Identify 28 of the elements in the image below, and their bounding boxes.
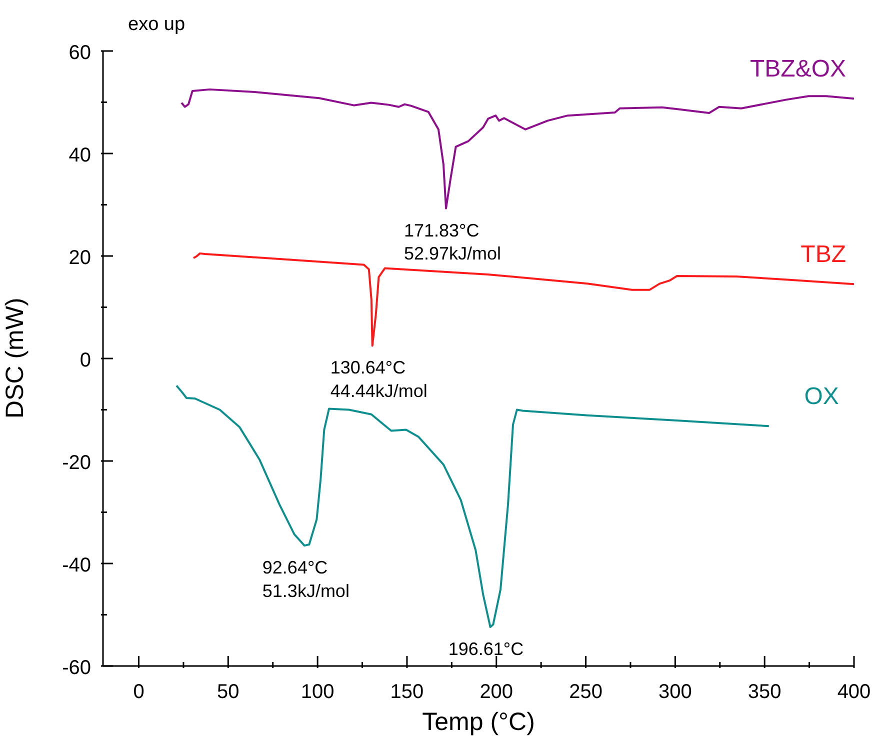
x-tick-label: 350	[748, 681, 782, 703]
x-tick-label: 100	[300, 681, 334, 703]
y-tick-label: 40	[68, 144, 91, 166]
y-tick-label: -40	[62, 554, 91, 576]
x-tick-label: 400	[837, 681, 871, 703]
x-tick-label: 50	[217, 681, 240, 703]
annotation: 171.83°C 52.97kJ/mol	[404, 220, 502, 264]
y-axis-title: DSC (mW)	[0, 298, 29, 418]
text: exo up	[128, 14, 186, 36]
annotation: 196.61°C	[448, 639, 524, 660]
annotation: 92.64°C 51.3kJ/mol	[262, 558, 350, 601]
x-tick-label: 250	[569, 681, 602, 703]
y-tick-label: 0	[80, 350, 91, 372]
y-tick-label: -20	[62, 452, 91, 474]
x-tick-label: 150	[390, 681, 424, 703]
series-label: TBZ	[800, 241, 846, 268]
y-tick-label: 60	[68, 42, 91, 64]
series-label: OX	[804, 383, 839, 410]
y-tick-label: 20	[68, 247, 91, 269]
y-tick-label: -60	[62, 657, 91, 679]
line-series	[180, 88, 854, 210]
x-axis-title: Temp (°C)	[422, 708, 535, 736]
x-tick-label: 0	[133, 681, 144, 703]
series-label: TBZ&OX	[750, 56, 846, 83]
x-tick-label: 200	[480, 681, 514, 703]
line-series	[175, 384, 770, 628]
x-tick-label: 300	[658, 681, 692, 703]
annotation: 130.64°C 44.44kJ/mol	[330, 358, 428, 402]
